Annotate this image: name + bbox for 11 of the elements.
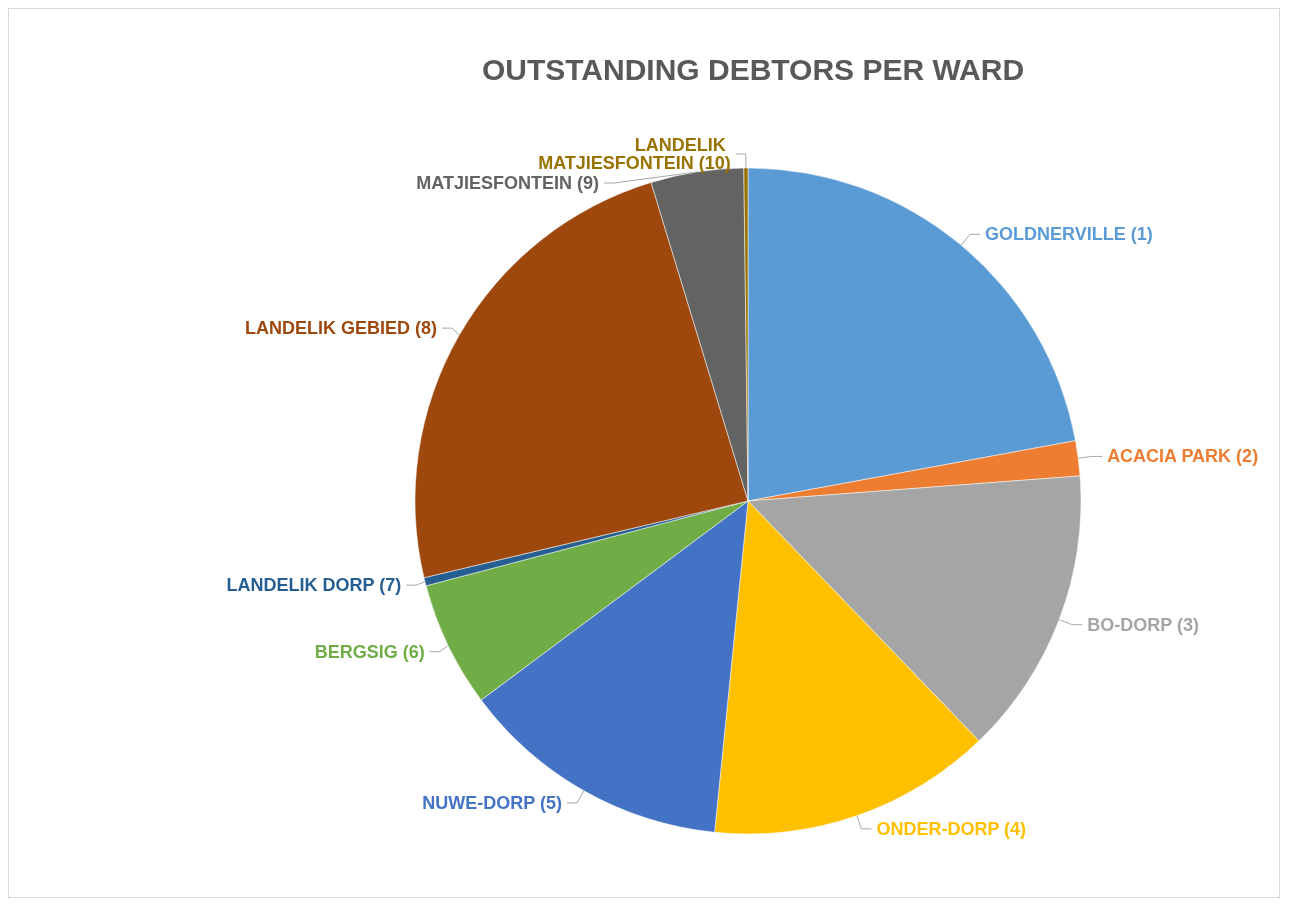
- slice-label: LANDELIK MATJIESFONTEIN (10): [538, 135, 731, 174]
- slice-label: LANDELIK DORP (7): [226, 575, 402, 596]
- slice-label: BO-DORP (3): [1087, 614, 1199, 635]
- slice-label: LANDELIK GEBIED (8): [245, 318, 438, 339]
- slice-label: MATJIESFONTEIN (9): [416, 173, 599, 194]
- slice-label: BERGSIG (6): [314, 641, 425, 662]
- chart-title: OUTSTANDING DEBTORS PER WARD: [481, 52, 1025, 86]
- slice-label: ONDER-DORP (4): [876, 818, 1027, 839]
- slice-label: NUWE-DORP (5): [422, 792, 563, 813]
- slice-label: GOLDNERVILLE (1): [985, 224, 1153, 245]
- slice-label: ACACIA PARK (2): [1107, 446, 1259, 467]
